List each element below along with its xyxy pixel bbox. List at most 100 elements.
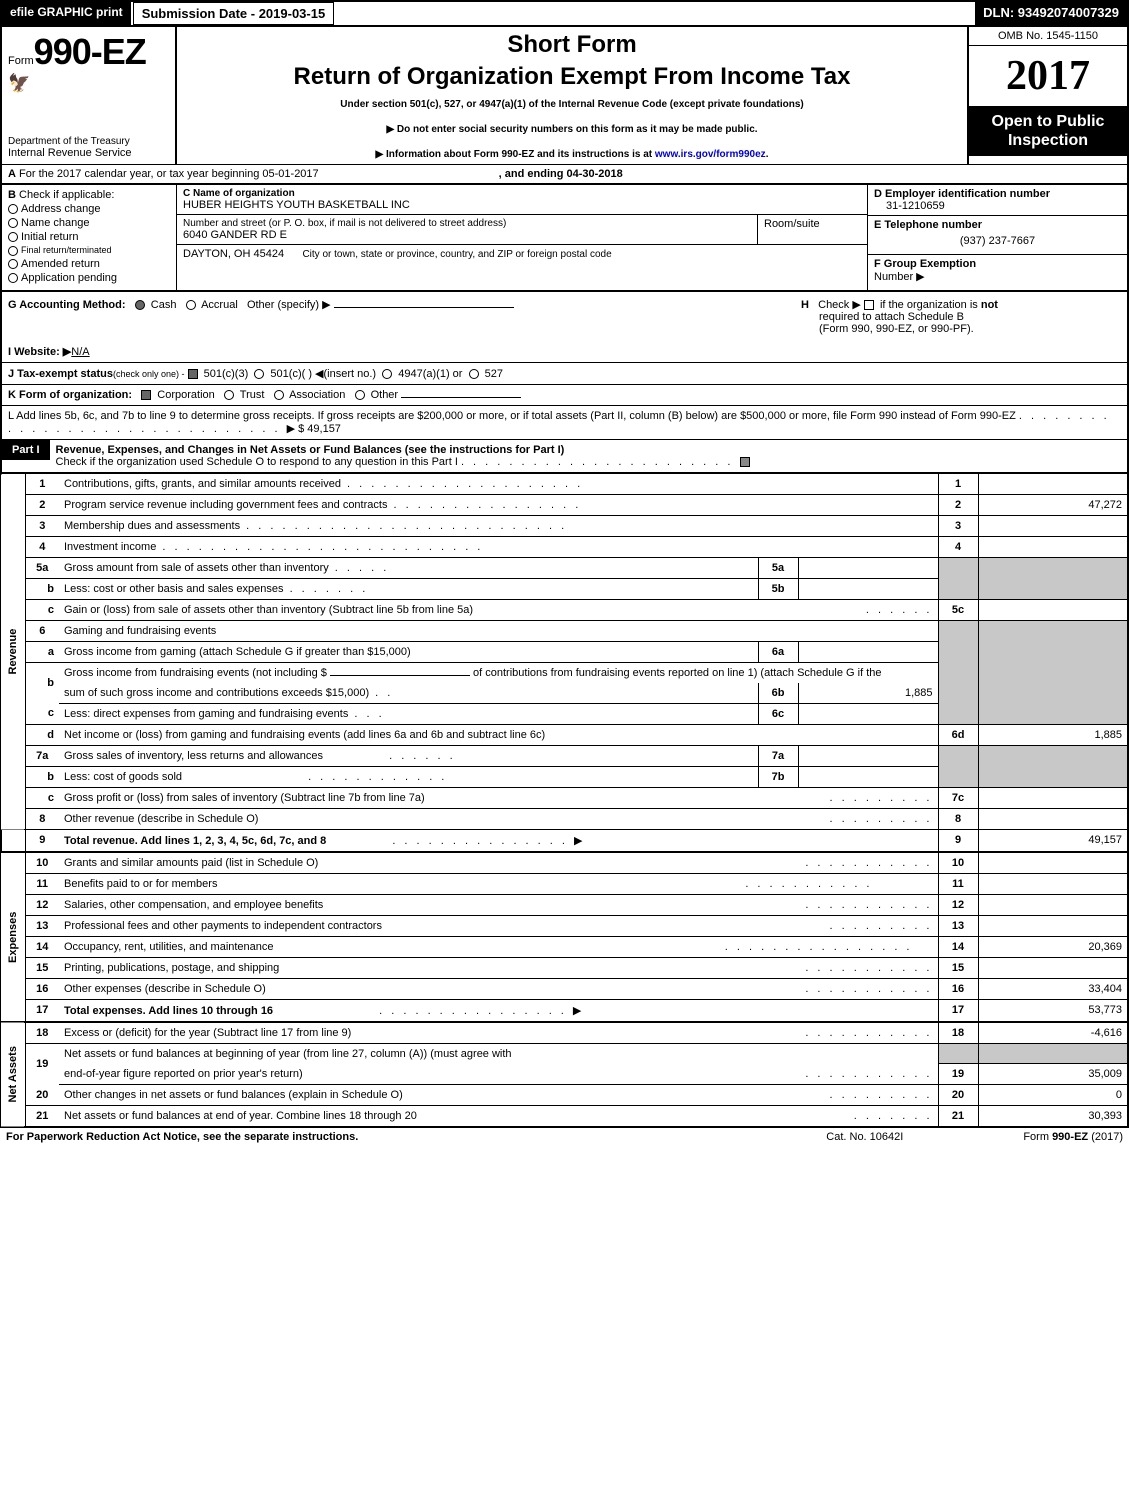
chk-final-return[interactable]: Final return/terminated	[8, 245, 170, 256]
b-label: B	[8, 189, 16, 201]
ln9-val: 49,157	[978, 829, 1128, 852]
irs-link[interactable]: www.irs.gov/form990ez	[655, 149, 766, 160]
line-18: Net Assets 18 Excess or (deficit) for th…	[1, 1022, 1128, 1044]
chk-4947[interactable]	[382, 369, 392, 379]
info-prefix: ▶ Information about Form 990-EZ and its …	[376, 149, 655, 160]
line-10: Expenses 10 Grants and similar amounts p…	[1, 852, 1128, 874]
ln18-rnum: 18	[938, 1022, 978, 1044]
chk-schedule-o[interactable]	[740, 457, 750, 467]
line-9: 9 Total revenue. Add lines 1, 2, 3, 4, 5…	[1, 829, 1128, 852]
ln16-val: 33,404	[978, 978, 1128, 999]
addr-label: Number and street (or P. O. box, if mail…	[183, 218, 751, 229]
ln6d-num: d	[25, 724, 59, 745]
ln19-val: 35,009	[978, 1064, 1128, 1085]
h-text2: if the organization is	[880, 299, 978, 311]
ln19-shade	[938, 1043, 978, 1064]
chk-501c3[interactable]	[188, 369, 198, 379]
ln5c-rnum: 5c	[938, 599, 978, 620]
k-label: K Form of organization:	[8, 389, 132, 401]
ln1-num: 1	[25, 474, 59, 495]
line-5c: c Gain or (loss) from sale of assets oth…	[1, 599, 1128, 620]
ln5a-num: 5a	[25, 557, 59, 578]
chk-address-change[interactable]: Address change	[8, 203, 170, 215]
dln-label: DLN: 93492074007329	[975, 2, 1127, 25]
chk-schedule-b[interactable]	[864, 300, 874, 310]
line-4: 4 Investment income . . . . . . . . . . …	[1, 536, 1128, 557]
h-check-arrow: Check ▶	[818, 299, 861, 311]
chk-corporation[interactable]	[141, 390, 151, 400]
open-line1: Open to Public	[971, 112, 1125, 131]
c-name-block: C Name of organization HUBER HEIGHTS YOU…	[177, 185, 867, 290]
chk-other-org[interactable]	[355, 390, 365, 400]
other-org-input[interactable]	[401, 397, 521, 398]
ln5a-inum: 5a	[758, 557, 798, 578]
street-address: 6040 GANDER RD E	[183, 229, 751, 241]
chk-association[interactable]	[274, 390, 284, 400]
chk-cash[interactable]	[135, 300, 145, 310]
part1-dots: . . . . . . . . . . . . . . . . . . . . …	[461, 456, 740, 468]
ln14-num: 14	[25, 936, 59, 957]
k-row: K Form of organization: Corporation Trus…	[0, 385, 1129, 406]
form-number-block: Form990-EZ 🦅 Department of the Treasury …	[2, 27, 177, 164]
ln6a-ival	[798, 641, 938, 662]
omb-number: OMB No. 1545-1150	[969, 27, 1127, 46]
ln15-num: 15	[25, 957, 59, 978]
g-accounting: G Accounting Method: Cash Accrual Other …	[8, 298, 801, 335]
ln21-desc: Net assets or fund balances at end of ye…	[59, 1106, 938, 1128]
chk-initial-return[interactable]: Initial return	[8, 231, 170, 243]
submission-date: Submission Date - 2019-03-15	[133, 2, 335, 25]
ln4-num: 4	[25, 536, 59, 557]
line-7c: c Gross profit or (loss) from sales of i…	[1, 787, 1128, 808]
chk-amended-return[interactable]: Amended return	[8, 258, 170, 270]
h-label: H	[801, 299, 809, 311]
ln6d-val: 1,885	[978, 724, 1128, 745]
ln6b-ival: 1,885	[798, 683, 938, 704]
ln9-desc: Total revenue. Add lines 1, 2, 3, 4, 5c,…	[59, 829, 938, 852]
ln6b-blank[interactable]	[330, 675, 470, 676]
ln9-rnum: 9	[938, 829, 978, 852]
other-org-label: Other	[371, 389, 399, 401]
chk-name-change[interactable]: Name change	[8, 217, 170, 229]
chk-application-pending[interactable]: Application pending	[8, 272, 170, 284]
form-end-label: Form 990-EZ (2017)	[1023, 1131, 1123, 1143]
ln6-num: 6	[25, 620, 59, 641]
ln6c-desc: Less: direct expenses from gaming and fu…	[59, 703, 758, 724]
f-number-label: Number ▶	[874, 271, 925, 283]
chk-527[interactable]	[469, 369, 479, 379]
ln19-rnum: 19	[938, 1064, 978, 1085]
ein-value: 31-1210659	[874, 200, 1121, 212]
ln6c-num: c	[25, 703, 59, 724]
efile-print-button[interactable]: efile GRAPHIC print	[2, 2, 131, 25]
ln9-num: 9	[25, 829, 59, 852]
ln2-num: 2	[25, 494, 59, 515]
part-1-desc: Revenue, Expenses, and Changes in Net As…	[50, 440, 1127, 472]
i-label: I Website: ▶	[8, 346, 71, 358]
ln3-rnum: 3	[938, 515, 978, 536]
website-value: N/A	[71, 346, 89, 358]
ln12-num: 12	[25, 894, 59, 915]
line-6: 6 Gaming and fundraising events	[1, 620, 1128, 641]
ln7-shade-val	[978, 745, 1128, 787]
ln6a-inum: 6a	[758, 641, 798, 662]
501c3-label: 501(c)(3)	[204, 368, 249, 380]
ln5-shade	[938, 557, 978, 599]
ln12-desc: Salaries, other compensation, and employ…	[59, 894, 938, 915]
revenue-side-label: Revenue	[1, 474, 25, 830]
ln6b-num: b	[25, 662, 59, 703]
year-block: OMB No. 1545-1150 2017 Open to Public In…	[967, 27, 1127, 164]
d-column: D Employer identification number 31-1210…	[867, 185, 1127, 290]
chk-accrual[interactable]	[186, 300, 196, 310]
ln14-desc: Occupancy, rent, utilities, and maintena…	[59, 936, 938, 957]
ln20-desc: Other changes in net assets or fund bala…	[59, 1085, 938, 1106]
other-specify-input[interactable]	[334, 307, 514, 308]
form-990ez-number: 990-EZ	[34, 31, 146, 72]
trust-label: Trust	[240, 389, 265, 401]
ln1-val	[978, 474, 1128, 495]
ln19-desc2: end-of-year figure reported on prior yea…	[59, 1064, 938, 1085]
chk-trust[interactable]	[224, 390, 234, 400]
line-2: 2 Program service revenue including gove…	[1, 494, 1128, 515]
info-line: ▶ Information about Form 990-EZ and its …	[185, 149, 959, 160]
c-name-row: C Name of organization HUBER HEIGHTS YOU…	[177, 185, 867, 215]
ln6-shade	[938, 620, 978, 724]
chk-501c[interactable]	[254, 369, 264, 379]
